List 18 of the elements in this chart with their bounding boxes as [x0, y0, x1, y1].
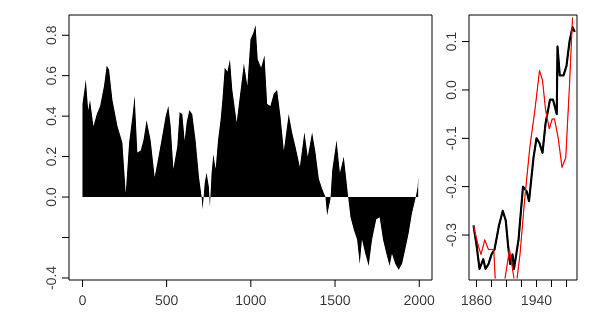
y-tick-label: -0.1 [443, 126, 459, 150]
x-tick-label: 1500 [319, 292, 351, 308]
y-tick-label: -0.3 [443, 222, 459, 248]
y-tick-label: 0.6 [43, 66, 59, 86]
y-tick-label: 0.8 [43, 25, 59, 45]
x-tick-label: 1000 [235, 292, 267, 308]
y-tick-label: -0.2 [443, 174, 459, 199]
x-tick-label: 2000 [404, 292, 435, 308]
x-tick-label: 0 [78, 292, 87, 308]
y-tick-label: 0.1 [443, 32, 459, 52]
y-tick-label: -0.4 [43, 266, 59, 290]
x-tick-label: 1860 [460, 292, 492, 308]
x-tick-label: 500 [154, 292, 179, 308]
y-tick-label: 0.4 [43, 106, 59, 126]
x-tick-label: 1940 [520, 292, 552, 308]
y-tick-label: 0.0 [43, 187, 59, 207]
y-tick-label: 0.2 [43, 146, 59, 166]
y-tick-label: 0.0 [443, 80, 459, 100]
